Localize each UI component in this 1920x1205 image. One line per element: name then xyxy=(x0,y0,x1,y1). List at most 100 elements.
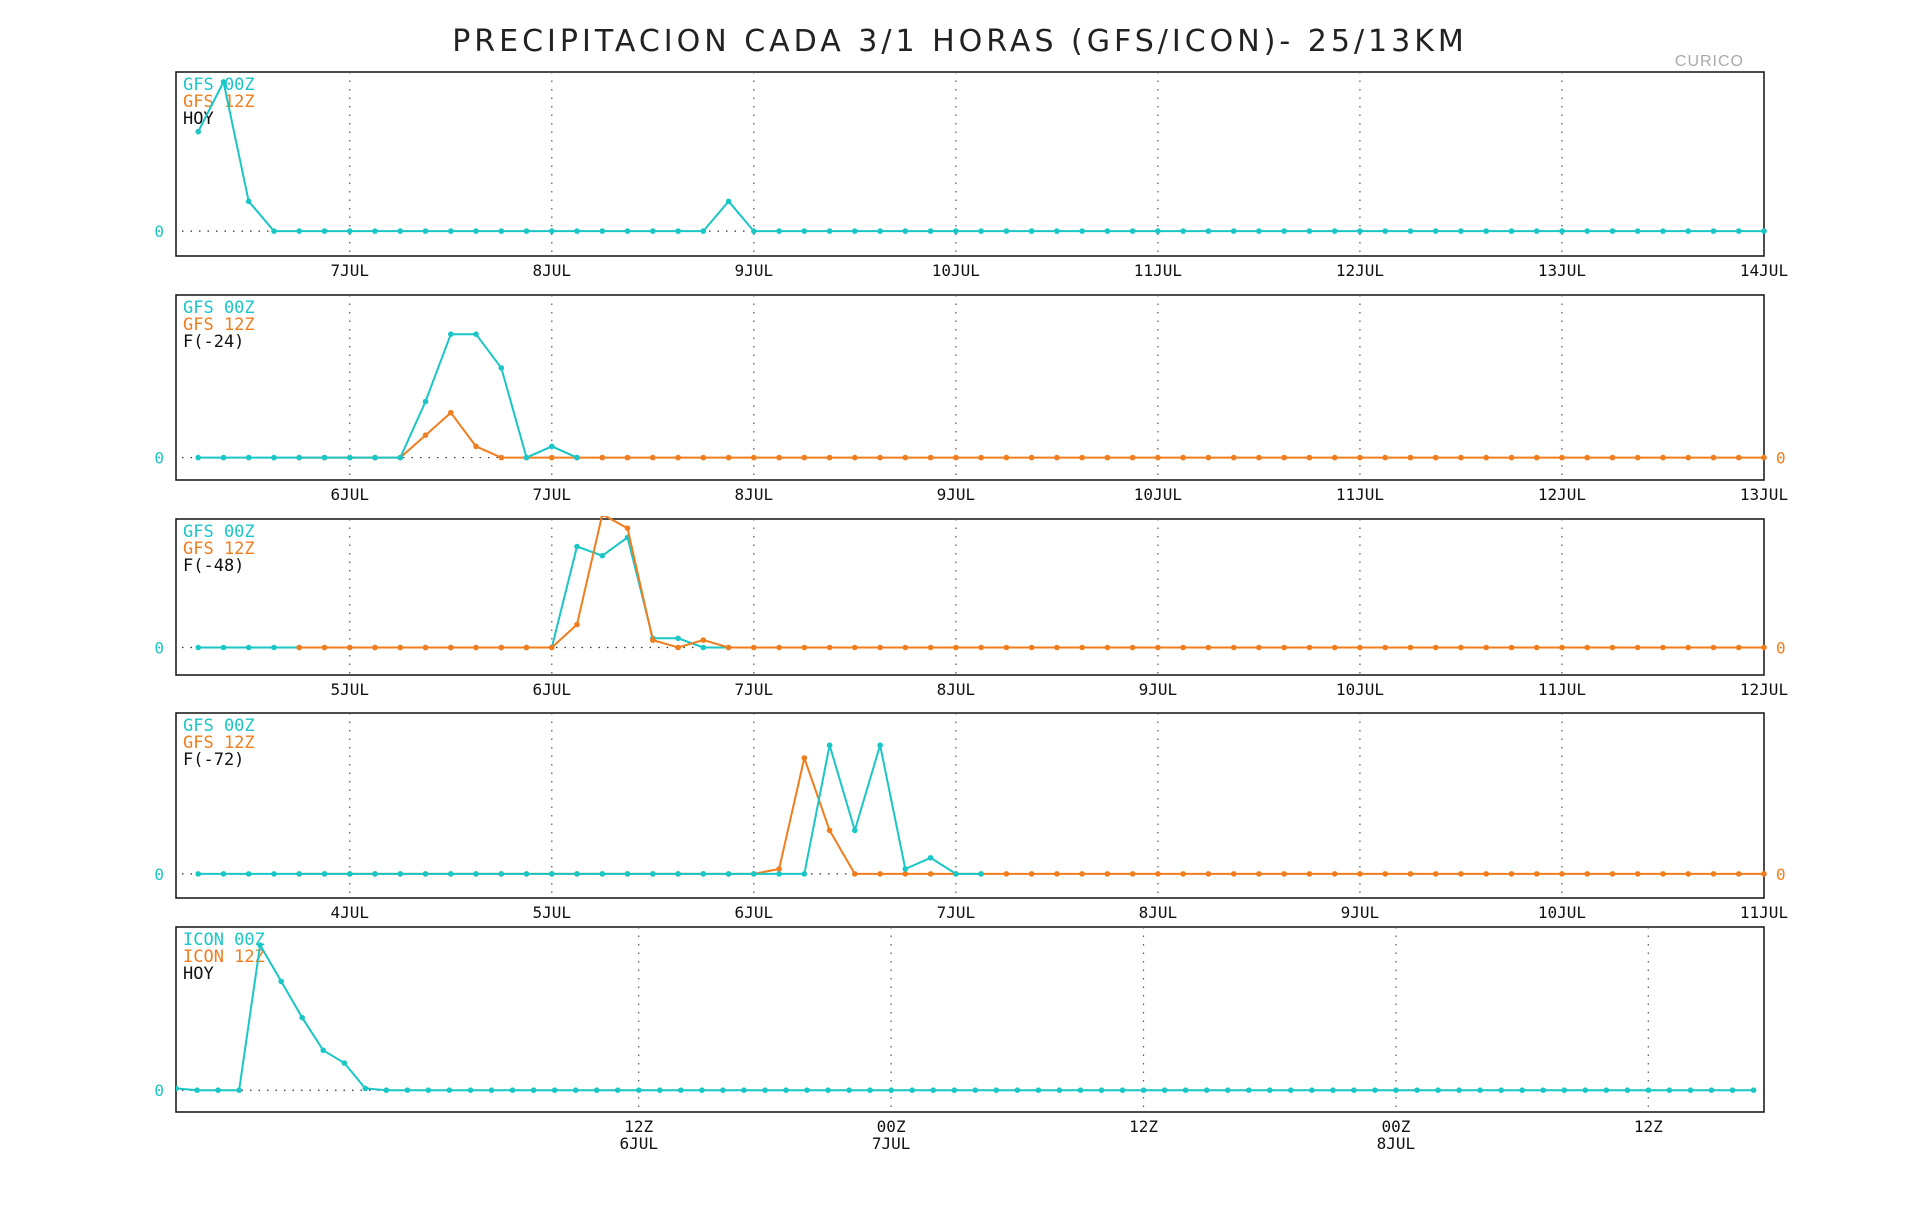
data-point xyxy=(347,454,353,461)
data-point xyxy=(1306,871,1313,877)
data-point xyxy=(341,1060,348,1066)
data-point xyxy=(972,1087,979,1093)
data-point xyxy=(1685,454,1691,461)
data-point xyxy=(801,644,808,651)
data-point xyxy=(1634,228,1641,234)
data-point xyxy=(1288,1087,1294,1093)
data-point xyxy=(1584,228,1590,234)
x-tick-label: 12Z xyxy=(1634,1117,1663,1136)
data-point xyxy=(1331,228,1338,234)
data-point xyxy=(422,871,429,877)
data-point xyxy=(397,871,404,877)
data-point xyxy=(700,644,707,651)
data-point xyxy=(1559,644,1565,651)
data-point xyxy=(978,454,984,461)
data-point xyxy=(397,228,404,234)
series-line xyxy=(299,411,1764,459)
data-point xyxy=(1609,644,1616,651)
legend-entry: GFS 00Z xyxy=(183,75,255,95)
data-point xyxy=(1119,1087,1126,1093)
panel-frame xyxy=(175,518,1765,676)
data-point xyxy=(1660,644,1666,651)
data-point xyxy=(720,1087,726,1093)
data-point xyxy=(1306,228,1313,234)
data-point xyxy=(498,365,505,371)
data-point xyxy=(1729,1087,1736,1093)
chart-panel-4: 4JUL 5JUL 6JUL 7JUL 8JUL 9JUL 10JUL 11JUL 0 0 GFS … xyxy=(154,712,1788,922)
data-point xyxy=(1205,644,1212,651)
data-point xyxy=(372,871,378,877)
data-point xyxy=(927,228,934,234)
data-point xyxy=(1104,454,1111,461)
data-point xyxy=(422,228,429,234)
data-point xyxy=(549,228,555,234)
panel-frame xyxy=(175,712,1765,899)
data-point xyxy=(347,644,353,651)
data-point xyxy=(1407,228,1414,234)
data-point xyxy=(1161,1087,1168,1093)
data-point xyxy=(1559,871,1565,877)
series-line xyxy=(176,942,1754,1092)
data-point xyxy=(1306,454,1313,461)
series-line xyxy=(198,535,729,649)
data-point xyxy=(404,1087,411,1093)
data-point xyxy=(593,1087,600,1093)
data-point xyxy=(1014,1087,1021,1093)
legend-entry: GFS 12Z xyxy=(183,315,255,335)
data-point xyxy=(751,644,757,651)
data-point xyxy=(1735,228,1742,234)
data-point xyxy=(1533,228,1540,234)
data-point xyxy=(1750,1087,1757,1093)
x-tick-label: 8JUL xyxy=(533,261,572,280)
data-point xyxy=(852,644,858,651)
x-tick-label: 13JUL xyxy=(1538,261,1586,280)
data-point xyxy=(1666,1087,1673,1093)
data-point xyxy=(1056,1087,1063,1093)
data-point xyxy=(650,637,656,643)
data-point xyxy=(1708,1087,1715,1093)
data-point xyxy=(1246,1087,1252,1093)
data-point xyxy=(1205,871,1212,877)
data-point xyxy=(1079,871,1085,877)
data-point xyxy=(1079,454,1085,461)
data-point xyxy=(801,871,808,877)
data-point xyxy=(1735,871,1742,877)
data-point xyxy=(176,1085,179,1092)
data-point xyxy=(1533,644,1540,651)
data-point xyxy=(446,1087,453,1093)
data-point xyxy=(1203,1087,1210,1093)
data-point xyxy=(725,454,732,461)
data-point xyxy=(215,1087,221,1093)
data-point xyxy=(1182,1087,1189,1093)
y-tick-label-right: 0 xyxy=(1776,638,1786,657)
data-point xyxy=(1155,228,1161,234)
data-point xyxy=(657,1087,663,1093)
data-point xyxy=(599,454,606,461)
data-point xyxy=(1230,871,1237,877)
chart-panel-2: 6JUL 7JUL 8JUL 9JUL 10JUL 11JUL 12JUL 13JUL 0 0 GF… xyxy=(154,294,1788,504)
data-point xyxy=(296,454,303,461)
data-point xyxy=(1054,644,1060,651)
data-point xyxy=(1508,228,1515,234)
data-point xyxy=(1432,454,1439,461)
data-point xyxy=(725,644,732,651)
data-point xyxy=(1372,1087,1378,1093)
data-point xyxy=(278,978,285,985)
data-point xyxy=(1432,871,1439,877)
data-point xyxy=(993,1087,1000,1093)
data-point xyxy=(1634,454,1641,461)
data-point xyxy=(498,644,505,651)
series-gfs-12z xyxy=(296,754,1767,877)
data-point xyxy=(699,1087,705,1093)
data-point xyxy=(852,827,858,834)
data-point xyxy=(1035,1087,1042,1093)
data-point xyxy=(551,1087,558,1093)
data-point xyxy=(826,827,833,834)
series-gfs-12z xyxy=(296,516,1767,651)
data-point xyxy=(1432,228,1439,234)
data-point xyxy=(523,228,530,234)
data-point xyxy=(574,621,580,628)
data-point xyxy=(888,1087,894,1093)
data-point xyxy=(245,198,252,205)
